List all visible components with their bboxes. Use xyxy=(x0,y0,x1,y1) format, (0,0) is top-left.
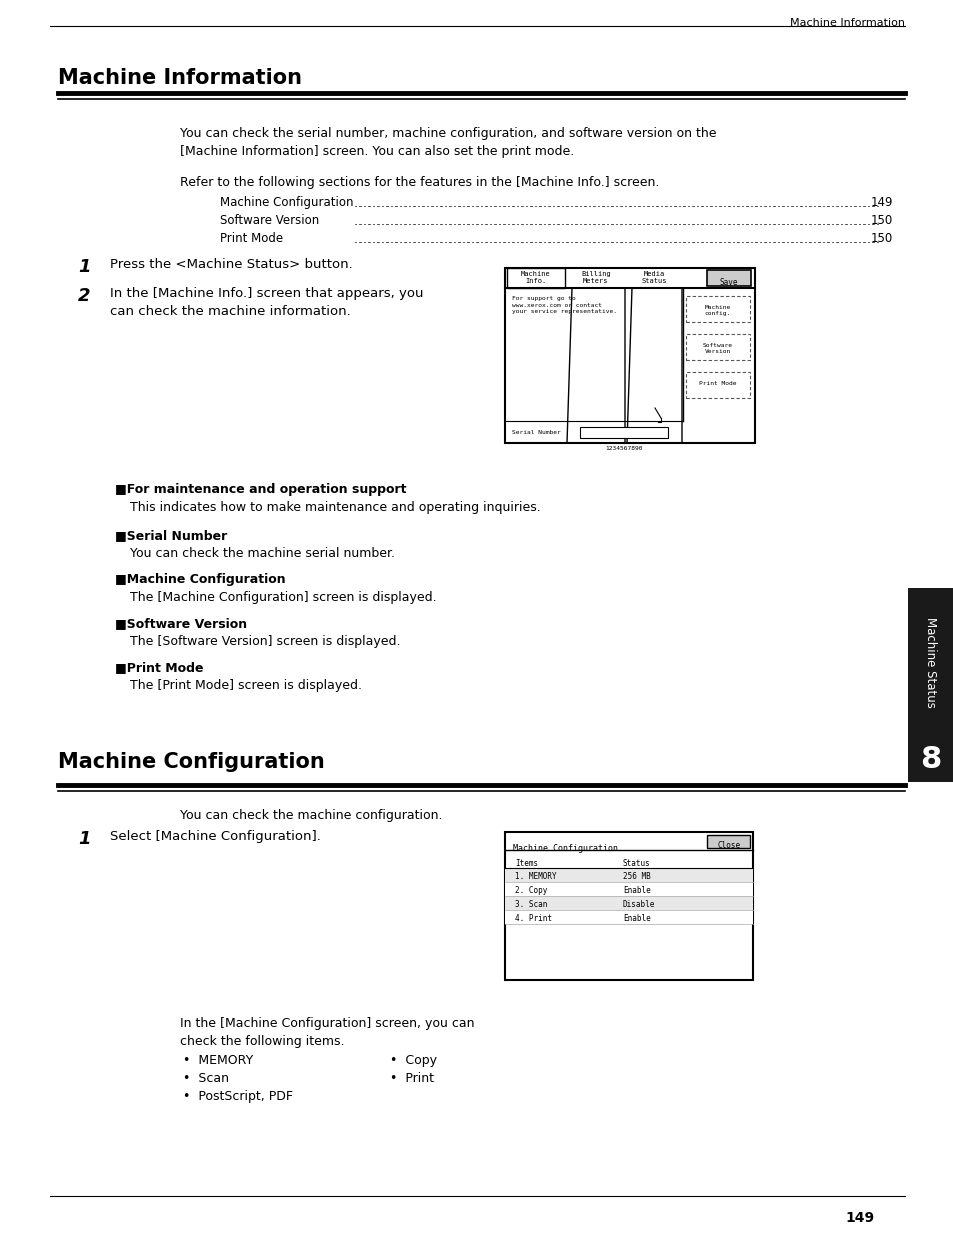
Text: •  Copy: • Copy xyxy=(390,1053,436,1067)
Bar xyxy=(504,268,754,443)
Text: In the [Machine Info.] screen that appears, you
can check the machine informatio: In the [Machine Info.] screen that appea… xyxy=(110,287,423,317)
Bar xyxy=(907,588,953,736)
Text: 150: 150 xyxy=(870,232,892,245)
Text: 2: 2 xyxy=(78,287,91,305)
Text: 1. MEMORY: 1. MEMORY xyxy=(515,872,556,881)
Text: In the [Machine Configuration] screen, you can
check the following items.: In the [Machine Configuration] screen, y… xyxy=(180,1016,474,1049)
Text: Machine Configuration: Machine Configuration xyxy=(58,752,324,772)
Text: Billing
Meters: Billing Meters xyxy=(580,270,610,284)
Text: For support go to
www.xerox.com or contact
your service representative.: For support go to www.xerox.com or conta… xyxy=(512,296,617,314)
Text: Enable: Enable xyxy=(622,885,650,895)
Text: 8: 8 xyxy=(920,745,941,773)
Bar xyxy=(504,882,752,897)
Bar xyxy=(706,270,750,287)
Text: This indicates how to make maintenance and operating inquiries.: This indicates how to make maintenance a… xyxy=(130,501,540,514)
Text: Print Mode: Print Mode xyxy=(220,232,283,245)
Text: 3. Scan: 3. Scan xyxy=(515,900,547,909)
Text: Machine
config.: Machine config. xyxy=(704,305,730,316)
Bar xyxy=(504,868,752,882)
Text: Disable: Disable xyxy=(622,900,655,909)
Text: 150: 150 xyxy=(870,214,892,227)
Text: •  MEMORY: • MEMORY xyxy=(183,1053,253,1067)
Text: The [Software Version] screen is displayed.: The [Software Version] screen is display… xyxy=(130,635,400,648)
Text: Save: Save xyxy=(719,278,738,287)
FancyBboxPatch shape xyxy=(685,296,749,322)
Text: •  Scan: • Scan xyxy=(183,1072,229,1086)
Text: Press the <Machine Status> button.: Press the <Machine Status> button. xyxy=(110,258,353,270)
Text: Enable: Enable xyxy=(622,914,650,923)
Text: The [Machine Configuration] screen is displayed.: The [Machine Configuration] screen is di… xyxy=(130,592,436,604)
Text: You can check the serial number, machine configuration, and software version on : You can check the serial number, machine… xyxy=(180,127,716,158)
Text: 1: 1 xyxy=(78,830,91,848)
Text: 1: 1 xyxy=(78,258,91,275)
Text: Media
Status: Media Status xyxy=(641,270,666,284)
Text: 256 MB: 256 MB xyxy=(622,872,650,881)
Bar xyxy=(579,427,667,438)
Text: Close: Close xyxy=(717,841,740,850)
Text: Machine Information: Machine Information xyxy=(789,19,904,28)
Text: Serial Number: Serial Number xyxy=(512,430,560,435)
Text: You can check the machine serial number.: You can check the machine serial number. xyxy=(130,547,395,559)
Bar xyxy=(504,910,752,924)
Text: 2. Copy: 2. Copy xyxy=(515,885,547,895)
Text: Machine Configuration: Machine Configuration xyxy=(513,844,618,853)
Bar xyxy=(504,832,752,981)
Text: Refer to the following sections for the features in the [Machine Info.] screen.: Refer to the following sections for the … xyxy=(180,177,659,189)
Text: Software
Version: Software Version xyxy=(702,343,732,353)
Text: Machine Configuration: Machine Configuration xyxy=(220,196,354,209)
Text: ■Print Mode: ■Print Mode xyxy=(115,661,203,674)
Bar xyxy=(506,268,564,288)
Text: ■Machine Configuration: ■Machine Configuration xyxy=(115,573,285,585)
Text: Status: Status xyxy=(622,860,650,868)
Text: Machine
Info.: Machine Info. xyxy=(520,270,550,284)
Text: 149: 149 xyxy=(845,1212,874,1225)
FancyBboxPatch shape xyxy=(685,372,749,398)
Text: Software Version: Software Version xyxy=(220,214,319,227)
Bar xyxy=(907,736,953,782)
Text: ■Serial Number: ■Serial Number xyxy=(115,529,227,542)
Bar xyxy=(504,897,752,910)
Text: You can check the machine configuration.: You can check the machine configuration. xyxy=(180,809,442,823)
Text: Select [Machine Configuration].: Select [Machine Configuration]. xyxy=(110,830,320,844)
Text: 4. Print: 4. Print xyxy=(515,914,552,923)
Text: The [Print Mode] screen is displayed.: The [Print Mode] screen is displayed. xyxy=(130,679,361,692)
Text: ■Software Version: ■Software Version xyxy=(115,618,247,630)
Text: Print Mode: Print Mode xyxy=(699,382,736,387)
FancyBboxPatch shape xyxy=(685,333,749,359)
Text: ■For maintenance and operation support: ■For maintenance and operation support xyxy=(115,483,406,496)
Text: 1234567890: 1234567890 xyxy=(604,446,642,451)
Text: Items: Items xyxy=(515,860,537,868)
Text: Machine Information: Machine Information xyxy=(58,68,302,88)
Text: •  Print: • Print xyxy=(390,1072,434,1086)
Text: •  PostScript, PDF: • PostScript, PDF xyxy=(183,1091,293,1103)
Text: 149: 149 xyxy=(869,196,892,209)
Bar xyxy=(706,835,749,848)
Text: Machine Status: Machine Status xyxy=(923,616,937,708)
